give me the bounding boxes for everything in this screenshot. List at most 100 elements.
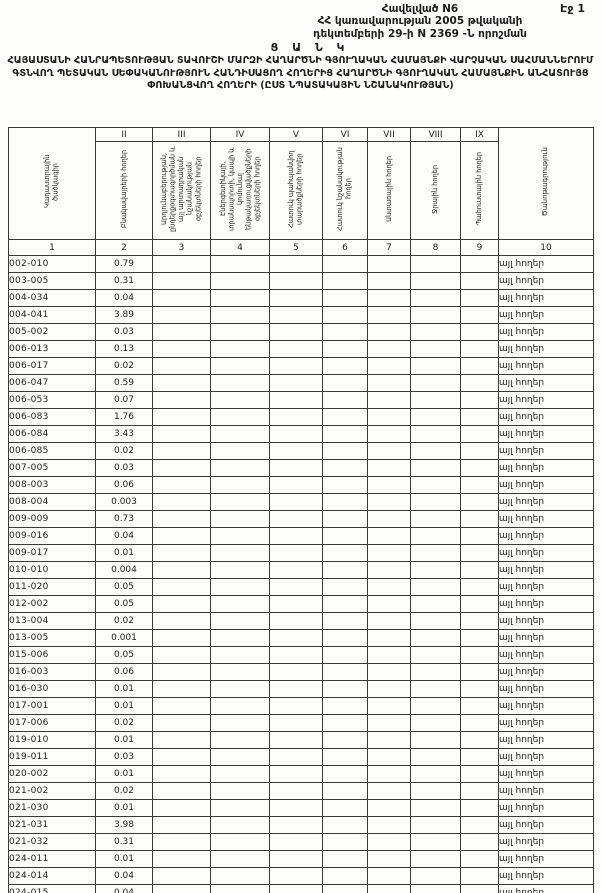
cell-note: այլ հողեր bbox=[498, 425, 594, 443]
table-row: 009-016 0.04 այլ հողեր bbox=[8, 527, 594, 545]
cell-cadastral-code: 006-053 bbox=[8, 391, 96, 409]
cell-empty bbox=[322, 748, 368, 766]
cell-empty bbox=[410, 255, 461, 273]
cell-empty bbox=[210, 391, 270, 409]
roman-II: II bbox=[95, 127, 153, 142]
cell-cadastral-code: 013-005 bbox=[8, 629, 96, 647]
roman-VI: VI bbox=[322, 127, 368, 142]
cell-empty bbox=[210, 255, 270, 273]
cell-settlement-area: 0.04 bbox=[95, 867, 153, 885]
cell-cadastral-code: 021-032 bbox=[8, 833, 96, 851]
cell-cadastral-code: 006-047 bbox=[8, 374, 96, 392]
cell-cadastral-code: 005-002 bbox=[8, 323, 96, 341]
table-row: 009-017 0.01 այլ հողեր bbox=[8, 544, 594, 562]
cell-empty bbox=[322, 323, 368, 341]
cell-cadastral-code: 019-011 bbox=[8, 748, 96, 766]
cell-settlement-area: 3.89 bbox=[95, 306, 153, 324]
cell-empty bbox=[410, 544, 461, 562]
table-row: 021-031 3.98 այլ հողեր bbox=[8, 816, 594, 834]
cell-empty bbox=[460, 782, 499, 800]
table-row: 006-047 0.59 այլ հողեր bbox=[8, 374, 594, 392]
cell-empty bbox=[210, 323, 270, 341]
cell-empty bbox=[322, 782, 368, 800]
cell-settlement-area: 0.06 bbox=[95, 476, 153, 494]
cell-note: այլ հողեր bbox=[498, 306, 594, 324]
cell-note: այլ հողեր bbox=[498, 442, 594, 460]
cell-empty bbox=[269, 272, 323, 290]
cell-cadastral-code: 017-006 bbox=[8, 714, 96, 732]
cell-empty bbox=[322, 765, 368, 783]
cell-cadastral-code: 024-015 bbox=[8, 884, 96, 893]
cell-empty bbox=[460, 340, 499, 358]
cell-settlement-area: 0.04 bbox=[95, 527, 153, 545]
cell-settlement-area: 0.003 bbox=[95, 493, 153, 511]
table-row: 012-002 0.05 այլ հողեր bbox=[8, 595, 594, 613]
cell-empty bbox=[152, 748, 211, 766]
header-cadastral-code: Կադաստրային ծածկագիր bbox=[8, 127, 96, 240]
cell-cadastral-code: 012-002 bbox=[8, 595, 96, 613]
cell-empty bbox=[269, 782, 323, 800]
cell-settlement-area: 0.59 bbox=[95, 374, 153, 392]
cell-empty bbox=[367, 850, 411, 868]
cell-empty bbox=[322, 867, 368, 885]
cell-cadastral-code: 004-034 bbox=[8, 289, 96, 307]
cell-empty bbox=[322, 578, 368, 596]
cell-cadastral-code: 017-001 bbox=[8, 697, 96, 715]
cell-note: այլ հողեր bbox=[498, 527, 594, 545]
cell-empty bbox=[152, 544, 211, 562]
cell-empty bbox=[210, 272, 270, 290]
cell-empty bbox=[210, 459, 270, 477]
cell-empty bbox=[210, 884, 270, 893]
cell-cadastral-code: 010-010 bbox=[8, 561, 96, 579]
cell-empty bbox=[410, 765, 461, 783]
table-row: 008-003 0.06 այլ հողեր bbox=[8, 476, 594, 494]
cell-empty bbox=[460, 646, 499, 664]
cell-settlement-area: 0.01 bbox=[95, 680, 153, 698]
cell-empty bbox=[367, 646, 411, 664]
cell-empty bbox=[460, 867, 499, 885]
cell-empty bbox=[410, 340, 461, 358]
cell-note: այլ հողեր bbox=[498, 663, 594, 681]
table-header: Կադաստրային ծածկագիր II III IV V VI VII … bbox=[8, 127, 594, 256]
cell-empty bbox=[152, 884, 211, 893]
cell-empty bbox=[367, 782, 411, 800]
cell-settlement-area: 0.02 bbox=[95, 782, 153, 800]
cell-empty bbox=[210, 544, 270, 562]
cell-empty bbox=[152, 510, 211, 528]
cell-cadastral-code: 009-017 bbox=[8, 544, 96, 562]
table-row: 021-030 0.01 այլ հողեր bbox=[8, 799, 594, 817]
cell-cadastral-code: 008-004 bbox=[8, 493, 96, 511]
cell-empty bbox=[367, 340, 411, 358]
cell-empty bbox=[410, 493, 461, 511]
cell-empty bbox=[152, 374, 211, 392]
cell-empty bbox=[367, 748, 411, 766]
cell-empty bbox=[367, 816, 411, 834]
cell-empty bbox=[269, 578, 323, 596]
cell-cadastral-code: 016-030 bbox=[8, 680, 96, 698]
cell-settlement-area: 0.31 bbox=[95, 833, 153, 851]
cell-empty bbox=[269, 680, 323, 698]
cell-empty bbox=[269, 476, 323, 494]
cell-note: այլ հողեր bbox=[498, 391, 594, 409]
header-cadastral-code-label: Կադաստրային ծածկագիր bbox=[43, 154, 60, 208]
cell-empty bbox=[460, 629, 499, 647]
cell-note: այլ հողեր bbox=[498, 561, 594, 579]
header-protected-lands: Հատուկ պահպանվող տարածքների հողեր bbox=[269, 141, 323, 240]
table-row: 019-010 0.01 այլ հողեր bbox=[8, 731, 594, 749]
header-note: Ծանոթագրություն bbox=[498, 127, 594, 240]
cell-note: այլ հողեր bbox=[498, 544, 594, 562]
cell-empty bbox=[460, 561, 499, 579]
cell-cadastral-code: 002-010 bbox=[8, 255, 96, 273]
cell-empty bbox=[410, 867, 461, 885]
cell-cadastral-code: 024-014 bbox=[8, 867, 96, 885]
cell-empty bbox=[410, 357, 461, 375]
cell-empty bbox=[367, 714, 411, 732]
cell-empty bbox=[410, 748, 461, 766]
page-number: Էջ 1 bbox=[560, 2, 585, 15]
cell-empty bbox=[322, 833, 368, 851]
cell-empty bbox=[410, 731, 461, 749]
cell-empty bbox=[269, 884, 323, 893]
cell-empty bbox=[460, 289, 499, 307]
cell-empty bbox=[269, 714, 323, 732]
cell-empty bbox=[460, 544, 499, 562]
